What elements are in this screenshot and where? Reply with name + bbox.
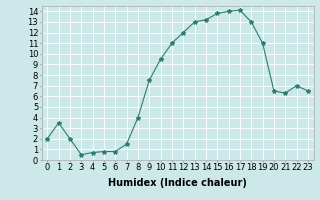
X-axis label: Humidex (Indice chaleur): Humidex (Indice chaleur) [108,178,247,188]
